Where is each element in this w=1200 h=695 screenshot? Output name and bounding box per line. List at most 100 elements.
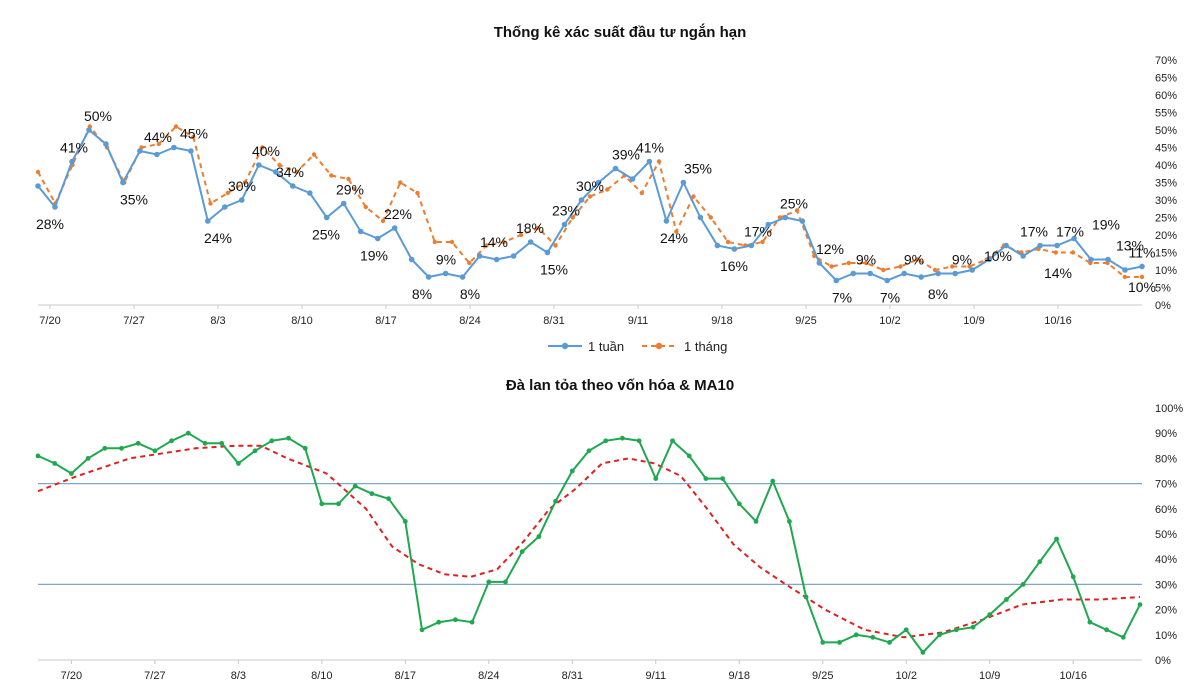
point-1-tuan [425, 274, 432, 280]
series-line-ma10 [37, 444, 1141, 639]
point-1-tuan [357, 228, 364, 235]
chart1-data-label: 22% [384, 206, 412, 222]
point-1-thang [277, 162, 282, 168]
point-1-thang [881, 267, 886, 273]
chart1-data-label: 19% [360, 248, 388, 264]
point-breadth [169, 438, 175, 444]
point-breadth [803, 594, 809, 600]
chart1-title: Thống kê xác suất đầu tư ngắn hạn [494, 23, 747, 41]
point-1-tuan [1003, 242, 1009, 249]
point-1-thang [708, 215, 713, 220]
chart1-y-tick: 25% [1155, 213, 1177, 225]
chart2-y-tick: 20% [1155, 605, 1177, 617]
point-1-tuan [1020, 253, 1026, 259]
point-1-thang [484, 243, 489, 248]
point-1-tuan [86, 127, 92, 133]
chart1-data-label: 7% [880, 290, 900, 306]
chart2-title: Đà lan tỏa theo vốn hóa & MA10 [506, 377, 734, 394]
point-breadth [753, 519, 759, 524]
legend-label-1-tuan: 1 tuần [588, 339, 624, 354]
point-1-tuan [1037, 242, 1043, 249]
chart1-x-tick: 7/27 [123, 315, 144, 327]
chart1-data-label: 15% [540, 262, 568, 278]
chart1-data-label: 34% [276, 164, 304, 180]
chart2-x-tick: 7/27 [144, 670, 165, 682]
point-1-tuan [493, 256, 500, 263]
chart2-y-tick: 70% [1155, 479, 1177, 491]
chart2-x-ticks: 7/20 7/27 8/3 8/10 8/17 8/24 8/31 9/11 9/18 9/25 1… [61, 660, 1087, 682]
point-1-tuan [918, 274, 924, 280]
point-1-thang [639, 190, 644, 196]
chart1-legend: 1 tuần 1 tháng [548, 339, 727, 354]
chart1-series [35, 124, 1145, 284]
chart2-x-tick: 8/10 [311, 670, 332, 682]
point-breadth [436, 619, 442, 625]
point-1-tuan [1139, 263, 1145, 270]
point-1-thang [691, 194, 696, 199]
chart1-data-label: 40% [252, 143, 280, 159]
point-breadth [302, 445, 308, 451]
point-breadth [352, 483, 358, 489]
point-breadth [787, 519, 792, 524]
chart1-data-label: 18% [516, 220, 544, 236]
point-1-thang [1053, 250, 1059, 255]
market-breadth-chart: Đà lan tỏa theo vốn hóa & MA10 0% 10% 20% 3… [35, 377, 1183, 682]
point-breadth [853, 632, 859, 638]
point-1-thang [674, 229, 679, 234]
chart2-y-ticks: 0% 10% 20% 30% 40% 50% 60% 70% 80% 90% 100% [1155, 403, 1183, 667]
point-breadth [586, 448, 592, 454]
legend-marker-1-tuan [561, 342, 569, 350]
point-breadth [653, 476, 659, 481]
point-1-thang [846, 260, 851, 266]
chart1-data-label: 39% [612, 147, 640, 163]
chart1-data-label: 35% [120, 192, 148, 208]
point-breadth [1137, 602, 1143, 607]
point-breadth [603, 438, 609, 444]
point-1-tuan [459, 274, 466, 280]
point-1-thang [398, 180, 403, 185]
point-1-thang [725, 239, 731, 245]
point-breadth [1020, 582, 1026, 587]
point-1-thang [242, 180, 248, 185]
point-1-tuan [663, 218, 670, 224]
chart1-data-label: 8% [412, 286, 432, 302]
chart1-y-tick: 70% [1155, 55, 1177, 67]
point-1-thang [380, 218, 386, 224]
point-1-tuan [374, 235, 381, 242]
chart1-y-tick: 15% [1155, 248, 1177, 260]
point-breadth [987, 612, 993, 617]
chart1-data-label: 45% [180, 126, 208, 142]
point-1-tuan [340, 200, 347, 207]
point-1-tuan [1071, 235, 1077, 242]
chart1-data-label: 9% [856, 252, 876, 268]
point-breadth [386, 496, 391, 502]
point-breadth [870, 634, 876, 640]
point-1-tuan [561, 221, 568, 228]
point-1-tuan [391, 225, 398, 231]
point-breadth [469, 619, 475, 625]
point-1-tuan [952, 270, 958, 277]
chart2-x-tick: 8/3 [231, 670, 246, 682]
point-1-thang [432, 239, 437, 245]
point-1-thang [605, 187, 610, 192]
chart1-data-label: 8% [928, 286, 948, 302]
chart1-data-label: 17% [1020, 224, 1048, 240]
point-breadth [703, 476, 709, 481]
point-1-tuan [731, 246, 738, 252]
chart2-y-tick: 30% [1155, 579, 1177, 591]
point-1-thang [915, 257, 920, 262]
chart1-y-tick: 65% [1155, 73, 1177, 85]
chart1-x-ticks: 7/20 7/27 8/3 8/10 8/17 8/24 8/31 9/11 9/18 9/25 1… [39, 305, 1072, 327]
point-1-tuan [137, 148, 143, 154]
legend-item-1-tuan: 1 tuần [548, 339, 624, 354]
chart1-data-label: 9% [904, 252, 924, 268]
point-breadth [336, 501, 341, 507]
point-1-tuan [171, 144, 177, 151]
point-breadth [252, 448, 258, 454]
point-1-tuan [714, 242, 721, 249]
point-breadth [419, 627, 425, 633]
point-1-tuan [544, 249, 551, 256]
point-1-tuan [510, 253, 517, 259]
point-1-thang [760, 239, 765, 245]
point-breadth [135, 440, 141, 446]
